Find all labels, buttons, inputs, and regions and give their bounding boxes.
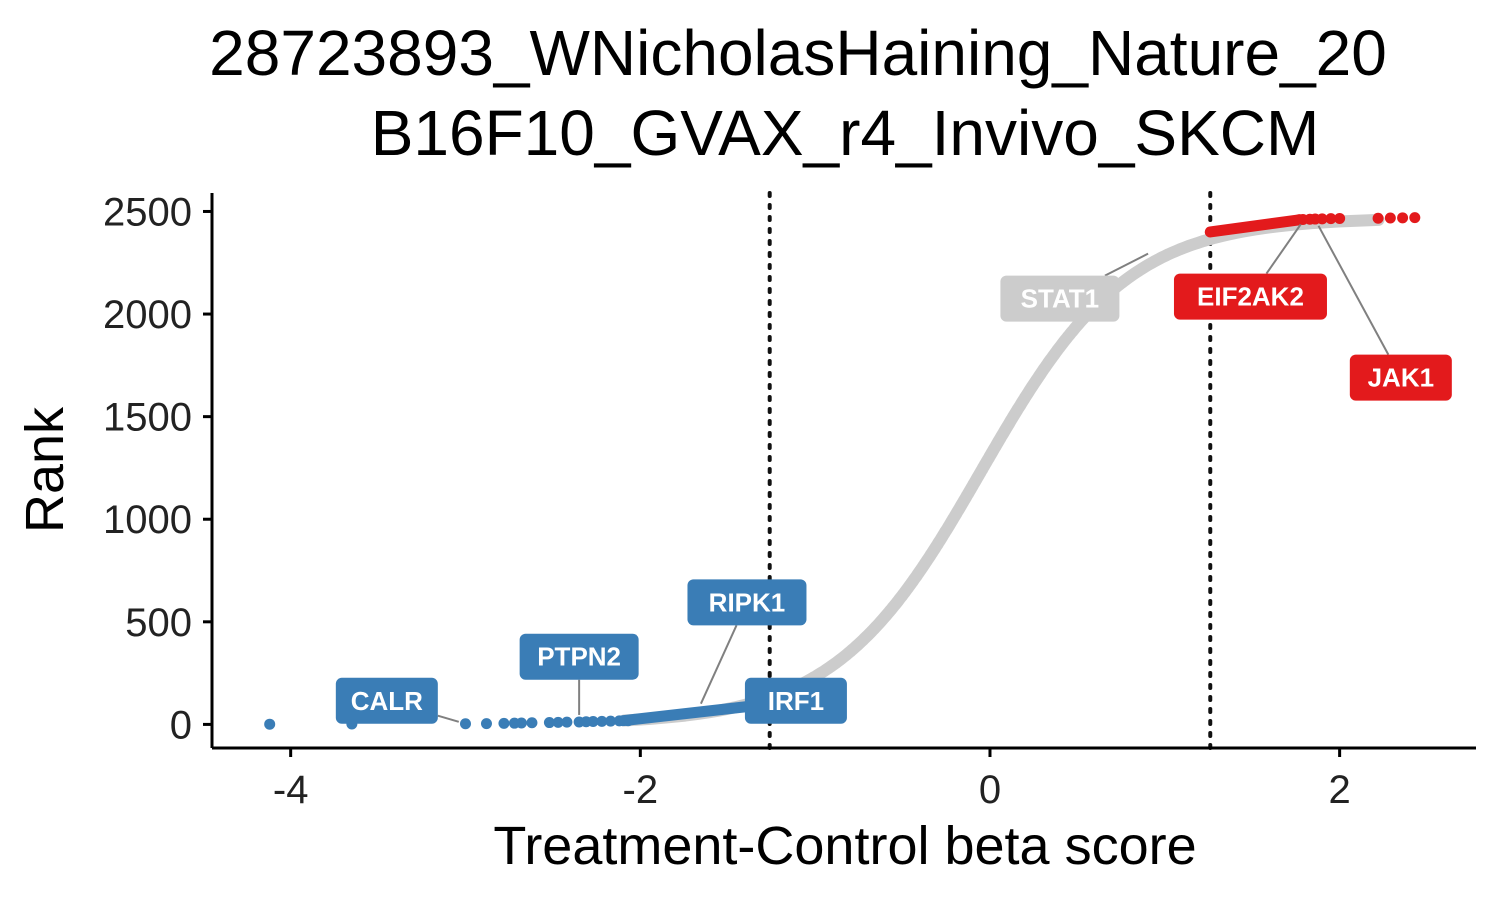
y-tick-label-0: 0 (170, 703, 192, 747)
x-tick-label-0: 0 (979, 768, 1001, 812)
gene-label-text-stat1: STAT1 (1021, 284, 1099, 314)
gene-label-ripk1: RIPK1 (687, 579, 807, 705)
positive-gene-point-5 (1325, 213, 1337, 225)
gene-label-text-jak1: JAK1 (1368, 363, 1434, 393)
gene-label-box-jak1 (1349, 354, 1452, 401)
plot-area: CALR PTPN2 RIPK1 IRF1 STAT1 EIF2AK2 JAK1 (264, 191, 1452, 750)
negative-gene-point-3 (480, 718, 492, 730)
positive-gene-point-3 (1372, 212, 1384, 224)
negative-gene-point-8 (543, 717, 555, 729)
y-tick-label-1000: 1000 (103, 498, 192, 542)
chart-title: 28723893_WNicholasHaining_Nature_20 B16F… (209, 17, 1387, 169)
y-tick-label-2500: 2500 (103, 190, 192, 234)
gene-label-connector-jak1 (1317, 225, 1390, 356)
y-axis-title: Rank (15, 406, 75, 533)
gene-label-stat1: STAT1 (1000, 252, 1149, 322)
gene-label-jak1: JAK1 (1317, 225, 1452, 401)
y-tick-label-1500: 1500 (103, 396, 192, 440)
gene-label-ptpn2: PTPN2 (519, 633, 639, 715)
negative-gene-point-6 (515, 717, 527, 729)
x-tick-label--2: -2 (623, 768, 659, 812)
positive-genes-dense-segment (1204, 214, 1304, 238)
gene-label-text-eif2ak2: EIF2AK2 (1197, 282, 1304, 312)
negative-gene-point-9 (552, 716, 564, 728)
gene-label-box-irf1 (744, 677, 847, 724)
gene-label-box-stat1 (1000, 275, 1120, 322)
negative-gene-point-7 (526, 717, 538, 729)
negative-gene-point-15 (605, 715, 617, 727)
x-axis-title: Treatment-Control beta score (493, 816, 1196, 876)
gene-label-box-ptpn2 (519, 633, 639, 680)
positive-gene-point-0 (1409, 212, 1421, 224)
gene-label-calr: CALR (335, 677, 460, 724)
x-tick-label-2: 2 (1329, 768, 1351, 812)
negative-gene-point-10 (561, 716, 573, 728)
gene-label-box-calr (335, 677, 438, 724)
negative-gene-point-4 (498, 717, 510, 729)
gene-label-box-ripk1 (687, 579, 807, 626)
gene-label-box-eif2ak2 (1173, 273, 1327, 320)
chart-title-line-1: 28723893_WNicholasHaining_Nature_20 (209, 17, 1387, 89)
gene-label-connector-ripk1 (700, 624, 738, 705)
gene-label-text-ptpn2: PTPN2 (537, 642, 621, 672)
gene-label-text-calr: CALR (351, 686, 423, 716)
negative-gene-point-2 (459, 718, 471, 730)
negative-gene-point-14 (596, 715, 608, 727)
negative-gene-point-0 (264, 718, 276, 730)
x-tick-label--4: -4 (273, 768, 309, 812)
negative-gene-point-13 (587, 716, 599, 728)
y-tick-label-500: 500 (125, 601, 192, 645)
chart-title-line-2: B16F10_GVAX_r4_Invivo_SKCM (371, 97, 1320, 169)
x-axis: -4 -2 0 2 (212, 746, 1476, 812)
positive-gene-point-4 (1334, 212, 1346, 224)
gene-label-text-ripk1: RIPK1 (709, 587, 786, 617)
gene-label-connector-eif2ak2 (1265, 223, 1302, 275)
gene-label-connector-stat1 (1104, 252, 1149, 277)
gene-label-text-irf1: IRF1 (768, 686, 824, 716)
positive-gene-point-2 (1384, 212, 1396, 224)
y-tick-label-2000: 2000 (103, 293, 192, 337)
gene-label-connector-calr (437, 714, 460, 723)
y-axis: 0 500 1000 1500 2000 2500 (103, 190, 214, 748)
positive-gene-point-1 (1397, 212, 1409, 224)
gene-label-eif2ak2: EIF2AK2 (1173, 223, 1327, 320)
gene-label-irf1: IRF1 (744, 677, 847, 724)
